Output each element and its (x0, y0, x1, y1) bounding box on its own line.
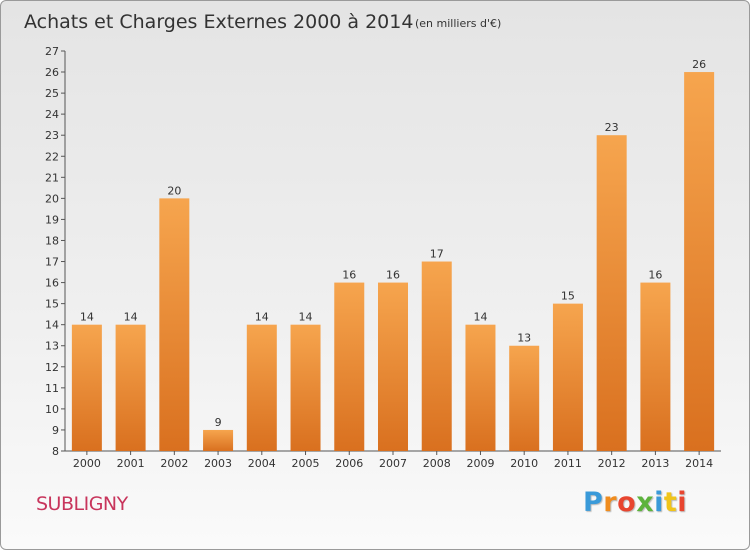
y-tick-label: 19 (45, 213, 59, 226)
data-label: 14 (299, 311, 313, 324)
y-tick-label: 8 (52, 445, 59, 458)
bar (334, 282, 365, 451)
logo-letter: i (677, 487, 688, 518)
x-tick-label: 2009 (466, 457, 494, 470)
x-tick-label: 2000 (73, 457, 101, 470)
y-tick-label: 17 (45, 256, 59, 269)
logo-letter: o (617, 487, 637, 518)
x-tick-label: 2005 (292, 457, 320, 470)
x-tick-label: 2011 (554, 457, 582, 470)
x-tick-label: 2013 (641, 457, 669, 470)
y-tick-label: 15 (45, 298, 59, 311)
x-tick-label: 2006 (335, 457, 363, 470)
data-label: 9 (215, 416, 222, 429)
y-tick-label: 26 (45, 66, 59, 79)
y-tick-label: 16 (45, 277, 59, 290)
x-tick-label: 2008 (423, 457, 451, 470)
data-label: 17 (430, 248, 444, 261)
data-label: 20 (167, 184, 181, 197)
y-tick-label: 18 (45, 234, 59, 247)
bar (71, 324, 102, 451)
x-tick-label: 2004 (248, 457, 276, 470)
x-tick-label: 2010 (510, 457, 538, 470)
y-tick-label: 22 (45, 150, 59, 163)
bar (640, 282, 671, 451)
x-tick-label: 2014 (685, 457, 713, 470)
x-tick-label: 2012 (598, 457, 626, 470)
bar (378, 282, 408, 451)
y-tick-label: 14 (45, 319, 59, 332)
data-label: 23 (605, 121, 619, 134)
y-tick-label: 27 (45, 45, 59, 58)
location-name: SUBLIGNY (36, 493, 128, 515)
axes: 8 9 10 11 12 13 14 15 16 17 18 19 20 21 22 23 24 25 26 27 20… (45, 45, 721, 470)
data-label: 16 (342, 269, 356, 282)
bar (509, 345, 540, 451)
chart-subtitle: (en milliers d'€) (415, 17, 501, 30)
logo-letter: P (583, 487, 604, 518)
y-tick-label: 12 (45, 361, 59, 374)
data-label: 26 (692, 58, 706, 71)
bar (552, 303, 583, 451)
bar (203, 429, 234, 451)
chart-title: Achats et Charges Externes 2000 à 2014 (24, 11, 413, 33)
data-label: 14 (80, 311, 94, 324)
data-label: 14 (255, 311, 269, 324)
data-label: 16 (648, 269, 662, 282)
y-tick-label: 9 (52, 424, 59, 437)
bar (159, 198, 190, 451)
logo-letter: r (603, 487, 618, 518)
y-tick-label: 25 (45, 87, 59, 100)
x-tick-label: 2002 (160, 457, 188, 470)
x-tick-label: 2003 (204, 457, 232, 470)
y-tick-label: 10 (45, 403, 59, 416)
y-tick-label: 24 (45, 108, 59, 121)
y-tick-label: 11 (45, 382, 59, 395)
bar (596, 135, 627, 452)
bar (290, 324, 321, 451)
data-label: 13 (517, 332, 531, 345)
bar (115, 324, 146, 451)
y-tick-label: 20 (45, 192, 59, 205)
logo-letter: i (654, 487, 664, 518)
y-tick-label: 13 (45, 340, 59, 353)
bars: 14 14 20 9 14 14 16 16 17 14 13 15 23 16 26 (71, 58, 715, 452)
x-tick-label: 2001 (117, 457, 145, 470)
bar (684, 72, 715, 451)
data-label: 15 (561, 290, 575, 303)
bar (246, 324, 277, 451)
y-tick-label: 23 (45, 129, 59, 142)
logo-letter: t (663, 487, 678, 518)
data-label: 14 (124, 311, 138, 324)
bar (421, 261, 452, 451)
proxiti-logo: Proxiti (583, 487, 687, 518)
data-label: 16 (386, 269, 400, 282)
x-tick-label: 2007 (379, 457, 407, 470)
y-tick-label: 21 (45, 171, 59, 184)
logo-letter: x (636, 487, 655, 518)
bar (465, 324, 496, 451)
data-label: 14 (473, 311, 487, 324)
